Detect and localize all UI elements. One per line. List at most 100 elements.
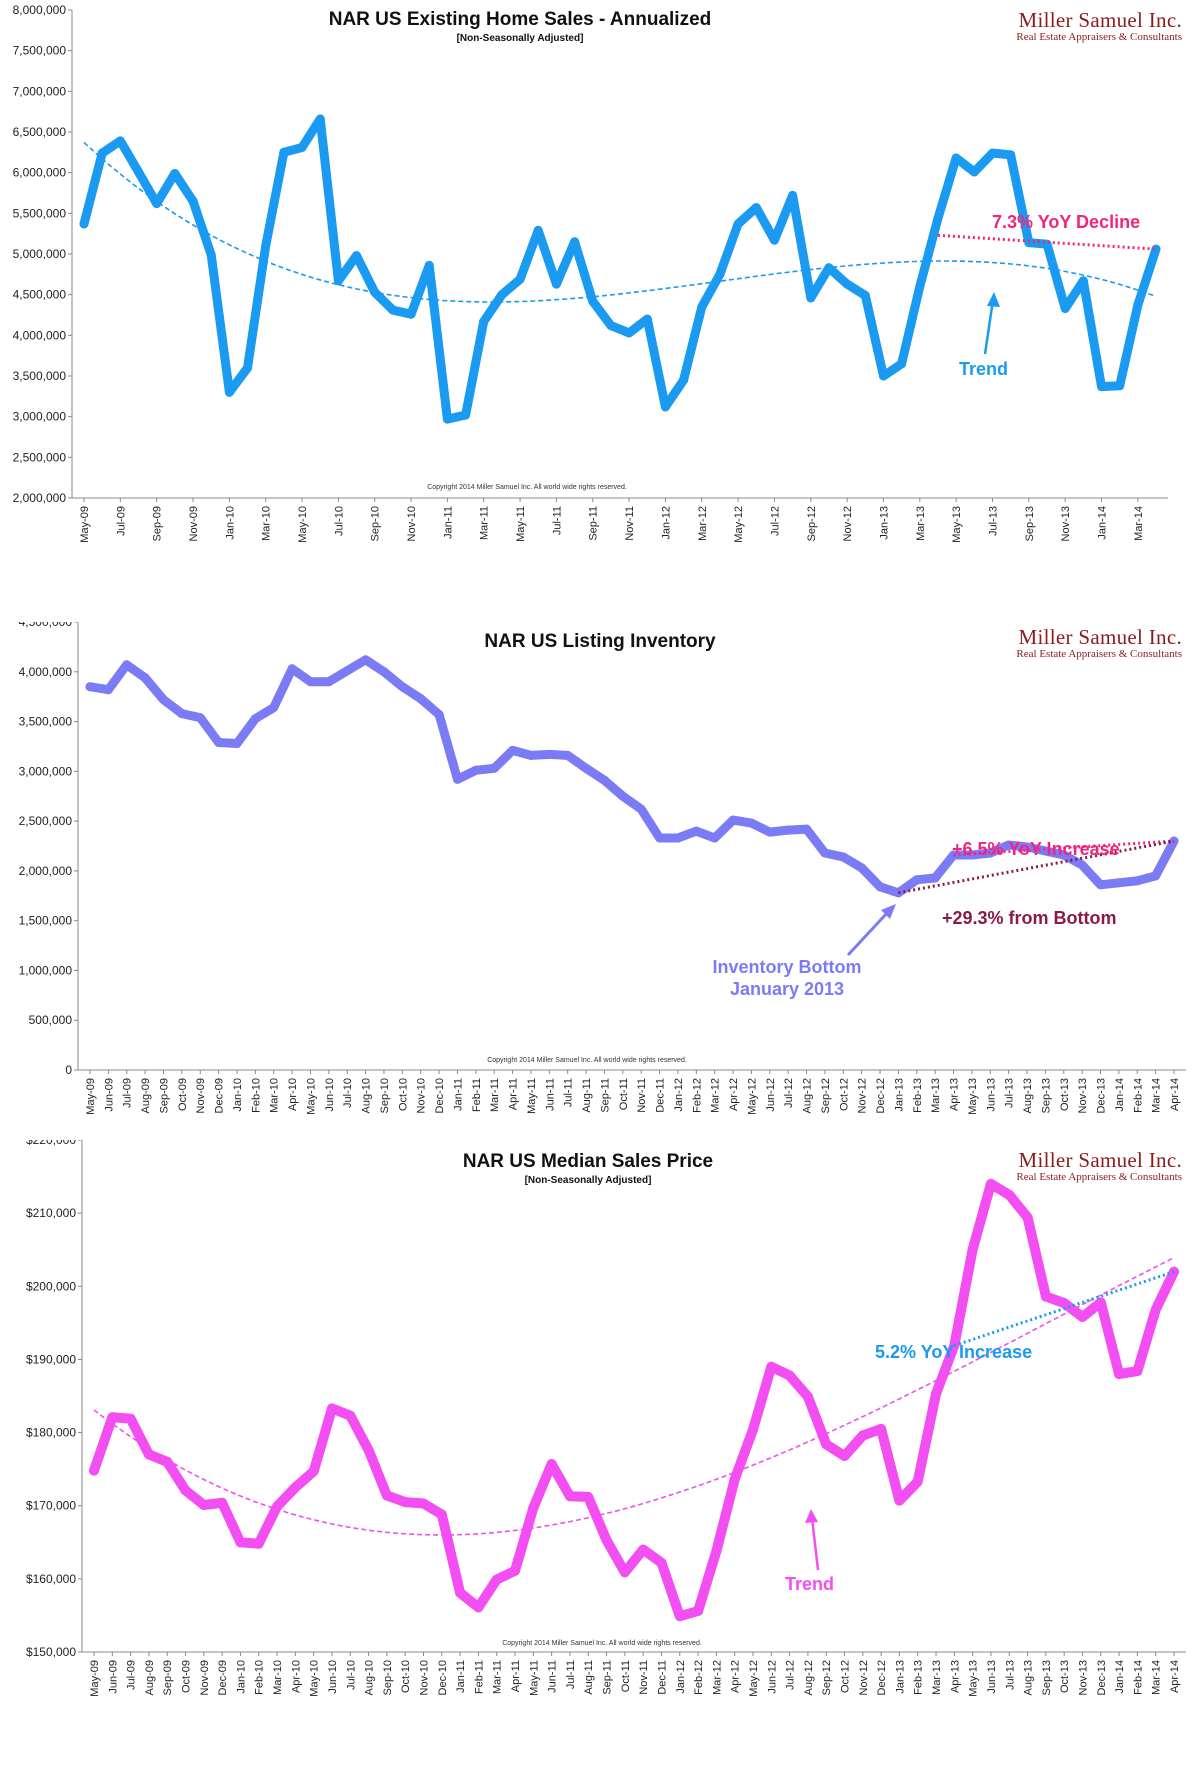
y-tick-label: 5,000,000 bbox=[13, 247, 67, 261]
data-point bbox=[967, 1244, 978, 1255]
data-point bbox=[279, 147, 289, 157]
data-point bbox=[436, 1509, 447, 1520]
x-tick-label: May-10 bbox=[305, 1078, 317, 1115]
data-point bbox=[691, 826, 701, 836]
trend-arrow-shaft bbox=[810, 1517, 820, 1571]
y-tick-label: 3,000,000 bbox=[19, 764, 73, 778]
x-tick-label: Feb-11 bbox=[473, 1660, 485, 1694]
x-tick-label: Jan-14 bbox=[1096, 506, 1108, 540]
chart-title: NAR US Listing Inventory bbox=[484, 631, 716, 652]
x-tick-label: Jun-09 bbox=[107, 1660, 119, 1694]
x-tick-label: Oct-11 bbox=[618, 1078, 630, 1110]
x-tick-label: Nov-10 bbox=[406, 506, 418, 541]
data-point bbox=[769, 235, 779, 245]
data-point bbox=[656, 1557, 667, 1568]
data-point bbox=[510, 1565, 520, 1576]
y-tick-label: $150,000 bbox=[26, 1645, 76, 1659]
y-tick-label: 8,000,000 bbox=[13, 3, 67, 17]
data-series-line bbox=[89, 1178, 1179, 1622]
data-point bbox=[599, 775, 609, 785]
x-tick-label: Oct-12 bbox=[838, 1078, 850, 1111]
x-tick-label: Aug-09 bbox=[140, 1078, 152, 1113]
data-point bbox=[875, 882, 885, 892]
x-tick-label: Apr-12 bbox=[730, 1660, 742, 1693]
x-tick-label: Apr-12 bbox=[728, 1078, 740, 1111]
data-point bbox=[655, 833, 665, 843]
data-point bbox=[679, 375, 689, 385]
x-tick-label: Sep-11 bbox=[599, 1078, 611, 1113]
y-tick-label: 0 bbox=[65, 1063, 72, 1077]
x-tick-label: Sep-10 bbox=[379, 1078, 391, 1113]
x-tick-label: Dec-10 bbox=[434, 1078, 446, 1113]
data-point bbox=[673, 833, 683, 843]
data-point bbox=[1114, 1369, 1125, 1380]
x-tick-label: Oct-13 bbox=[1059, 1660, 1071, 1693]
data-point bbox=[125, 1413, 136, 1424]
x-tick-label: Mar-13 bbox=[915, 506, 927, 541]
data-point bbox=[479, 317, 489, 326]
data-point bbox=[988, 148, 997, 158]
y-tick-label: $220,000 bbox=[26, 1140, 76, 1147]
x-tick-label: May-11 bbox=[526, 1078, 538, 1114]
x-tick-label: Oct-13 bbox=[1059, 1078, 1071, 1111]
x-tick-label: May-10 bbox=[309, 1660, 321, 1697]
x-tick-label: Nov-10 bbox=[416, 1078, 428, 1113]
data-point bbox=[588, 296, 598, 306]
data-point bbox=[765, 827, 775, 837]
data-point bbox=[269, 703, 279, 713]
data-point bbox=[1077, 1312, 1088, 1322]
x-tick-label: Aug-11 bbox=[583, 1660, 595, 1695]
inventory-bottom-arrow-head bbox=[881, 904, 896, 919]
y-tick-label: 5,500,000 bbox=[13, 206, 67, 220]
data-point bbox=[1059, 850, 1069, 860]
data-point bbox=[177, 709, 187, 719]
data-point bbox=[143, 1449, 154, 1460]
x-tick-label: Jan-12 bbox=[673, 1078, 685, 1112]
data-point bbox=[766, 1361, 777, 1372]
x-tick-label: Jan-11 bbox=[455, 1660, 467, 1693]
data-point bbox=[333, 276, 343, 286]
data-point bbox=[217, 1497, 228, 1508]
brand-tagline: Real Estate Appraisers & Consultants bbox=[1016, 31, 1182, 43]
x-tick-label: Jul-09 bbox=[122, 1078, 134, 1108]
x-tick-label: Sep-11 bbox=[602, 1660, 614, 1695]
data-point bbox=[660, 402, 670, 412]
data-point bbox=[528, 1502, 539, 1513]
data-point bbox=[1024, 238, 1034, 248]
copyright-note: Copyright 2014 Miller Samuel Inc. All wo… bbox=[487, 1057, 687, 1064]
x-tick-label: Aug-13 bbox=[1022, 1078, 1034, 1113]
x-tick-label: Oct-11 bbox=[620, 1660, 632, 1692]
data-point bbox=[497, 290, 507, 300]
x-tick-label: Jan-13 bbox=[893, 1078, 905, 1112]
chart-subtitle: [Non-Seasonally Adjusted] bbox=[457, 33, 584, 44]
y-tick-label: 6,000,000 bbox=[13, 166, 67, 180]
x-tick-label: Jun-12 bbox=[766, 1660, 778, 1694]
data-point bbox=[327, 1403, 337, 1414]
data-point bbox=[381, 1490, 392, 1501]
data-point bbox=[290, 1482, 301, 1493]
x-tick-label: Jul-10 bbox=[333, 506, 345, 536]
data-point bbox=[379, 667, 389, 677]
chart-subtitle: [Non-Seasonally Adjusted] bbox=[525, 1175, 652, 1186]
x-tick-label: Apr-10 bbox=[290, 1660, 302, 1693]
data-point bbox=[564, 1491, 575, 1502]
brand-name: Miller Samuel Inc. bbox=[1019, 1148, 1182, 1172]
data-point bbox=[624, 328, 634, 338]
x-tick-label: Jan-10 bbox=[224, 506, 236, 540]
data-point bbox=[1151, 871, 1161, 881]
x-tick-label: Mar-10 bbox=[272, 1660, 284, 1695]
x-tick-label: Jan-12 bbox=[660, 506, 672, 540]
data-point bbox=[261, 241, 271, 251]
brand-logo: Miller Samuel Inc.Real Estate Appraisers… bbox=[1016, 8, 1182, 43]
trend-label: Trend bbox=[785, 1574, 834, 1594]
x-tick-label: Jul-09 bbox=[115, 506, 127, 536]
data-point bbox=[489, 763, 499, 773]
y-tick-label: $160,000 bbox=[26, 1572, 76, 1586]
x-tick-label: Jan-10 bbox=[235, 1660, 247, 1694]
data-point bbox=[198, 1500, 209, 1510]
data-point bbox=[418, 1498, 429, 1509]
data-point bbox=[860, 291, 870, 300]
data-point bbox=[232, 739, 242, 748]
data-point bbox=[515, 274, 525, 284]
x-tick-label: Feb-14 bbox=[1132, 1078, 1144, 1113]
